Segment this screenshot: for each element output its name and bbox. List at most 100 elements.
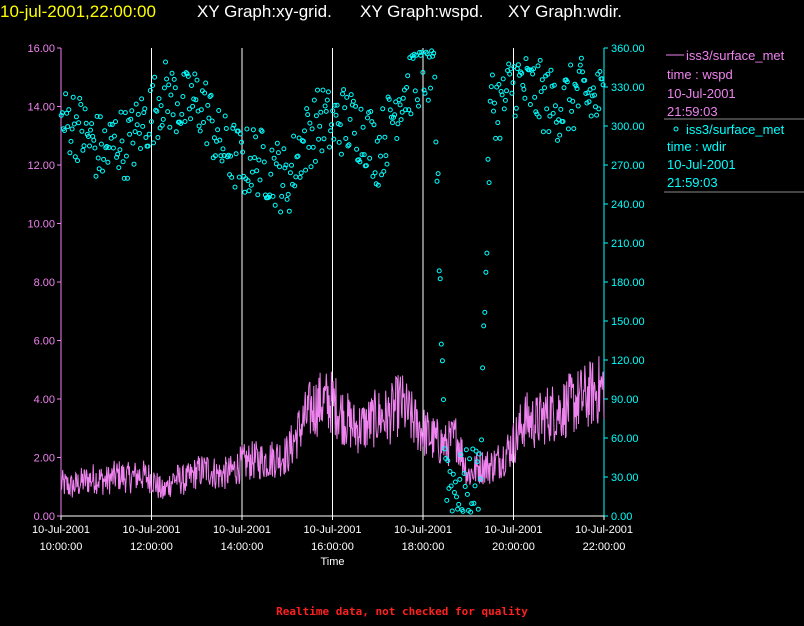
legend-wdir-circle-marker	[673, 126, 679, 132]
wdir-point	[183, 70, 189, 76]
wdir-point	[270, 193, 276, 199]
wdir-point	[599, 76, 605, 82]
wdir-point	[133, 101, 139, 107]
wdir-point	[116, 165, 122, 171]
wdir-point	[462, 484, 468, 489]
wdir-point	[250, 127, 256, 133]
wdir-point	[256, 157, 262, 163]
wdir-point	[244, 126, 250, 132]
wdir-point	[422, 90, 428, 96]
wdir-point	[170, 112, 176, 118]
wdir-point	[367, 155, 373, 161]
wdir-point	[242, 189, 248, 195]
wdir-point	[253, 134, 259, 140]
wdir-point	[105, 159, 111, 165]
wdir-point	[83, 120, 89, 126]
wdir-point	[482, 309, 488, 315]
wdir-point	[338, 151, 344, 157]
wdir-point	[228, 153, 234, 159]
wdir-point	[311, 97, 317, 103]
wdir-point	[291, 133, 297, 139]
wdir-point	[502, 97, 508, 103]
wdir-point	[595, 71, 601, 77]
wdir-point	[272, 202, 278, 208]
graph-name-xy-grid: XY Graph:xy-grid.	[197, 2, 332, 21]
wdir-point	[318, 109, 324, 115]
wdir-point	[174, 101, 180, 107]
wdir-point	[196, 123, 202, 129]
right-tick-label: 120.00	[611, 355, 645, 367]
wdir-point	[289, 162, 294, 168]
wdir-point	[447, 469, 453, 474]
wdir-point	[315, 87, 320, 93]
wdir-point	[155, 135, 161, 140]
wdir-point	[353, 103, 358, 109]
wdir-point	[310, 144, 316, 150]
wdir-point	[131, 161, 137, 167]
wdir-point	[178, 121, 184, 126]
left-tick-label: 12.00	[27, 160, 55, 172]
wdir-point	[168, 92, 174, 98]
wdir-point	[150, 83, 155, 88]
wdir-point	[504, 88, 509, 94]
wdir-point	[441, 397, 446, 403]
wdir-point	[576, 68, 582, 74]
x-tick-date-label: 10-Jul-2001	[213, 524, 271, 536]
right-tick-label: 330.00	[611, 82, 645, 94]
wdir-point	[316, 136, 322, 142]
wdir-point	[64, 110, 70, 116]
wdir-point	[560, 119, 566, 124]
wdir-point	[166, 82, 172, 88]
wdir-point	[350, 98, 356, 104]
legend-wspd-variable: time : wspd	[667, 67, 733, 82]
wdir-point	[499, 92, 505, 98]
wdir-point	[278, 209, 284, 215]
wdir-point	[332, 102, 338, 108]
wdir-point	[292, 183, 298, 189]
left-tick-label: 2.00	[34, 453, 55, 465]
wdir-point	[403, 107, 408, 113]
wdir-point	[94, 113, 100, 119]
wdir-point	[477, 476, 483, 482]
wdir-point	[240, 149, 246, 155]
wdir-point	[536, 114, 542, 120]
wdir-point	[113, 119, 118, 125]
wdir-point	[471, 500, 477, 506]
wdir-point	[569, 108, 575, 114]
wdir-point	[418, 52, 424, 58]
x-tick-time-label: 10:00:00	[40, 541, 83, 553]
wdir-point	[201, 120, 206, 125]
wdir-point	[473, 448, 479, 454]
wdir-point	[284, 196, 290, 202]
wdir-point	[442, 446, 448, 452]
wdir-point	[351, 130, 357, 136]
wdir-point	[564, 79, 570, 85]
wdir-point	[72, 154, 78, 160]
wdir-point	[522, 95, 528, 101]
wdir-point	[444, 497, 450, 503]
wdir-point	[434, 178, 440, 184]
wdir-point	[461, 471, 467, 476]
wdir-point	[391, 114, 396, 120]
wdir-point	[211, 135, 217, 141]
wdir-point	[582, 77, 588, 83]
wdir-point	[282, 165, 288, 171]
wdir-point	[79, 128, 85, 134]
wdir-point	[245, 178, 251, 184]
wdir-point	[254, 168, 260, 174]
wdir-point	[161, 85, 167, 91]
wdir-point	[233, 151, 239, 157]
wdir-point	[545, 71, 551, 77]
wdir-point	[575, 103, 581, 109]
wdir-point	[274, 140, 280, 146]
x-tick-time-label: 12:00:00	[130, 541, 173, 553]
wdir-point	[169, 70, 175, 76]
wdir-point	[216, 108, 222, 113]
wdir-point	[592, 92, 597, 98]
wdir-point	[523, 56, 529, 62]
wdir-point	[546, 129, 552, 135]
wdir-point	[588, 113, 594, 119]
wdir-point	[215, 127, 221, 133]
wdir-point	[324, 97, 330, 103]
wdir-point	[600, 82, 606, 88]
